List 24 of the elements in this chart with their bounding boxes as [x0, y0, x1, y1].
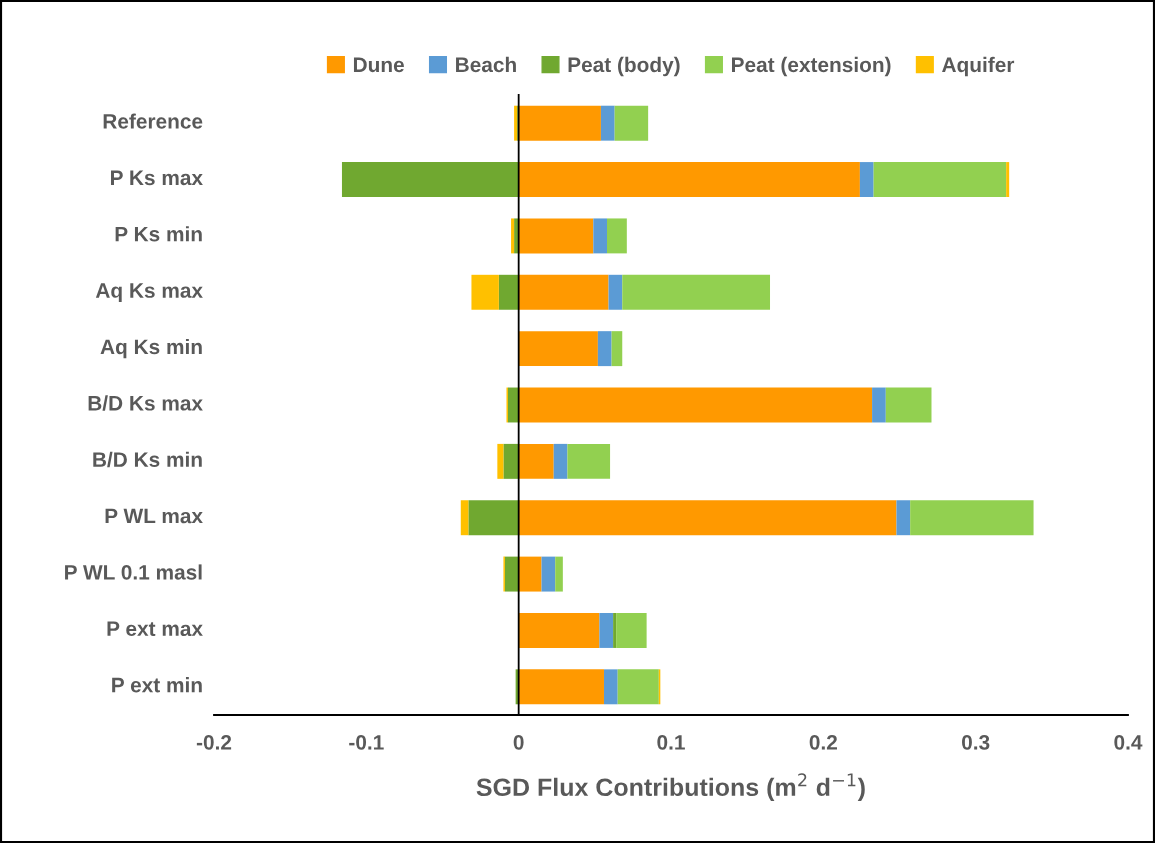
x-tick-label: 0.2 [809, 734, 837, 750]
x-tick-label: 0.1 [657, 734, 685, 750]
y-tick-label: B/D Ks max [88, 395, 203, 411]
y-tick-label: P ext max [107, 621, 203, 637]
x-tick-label: 0.3 [962, 734, 990, 750]
y-tick-label: Aq Ks max [95, 283, 203, 302]
y-tick-label: P ext min [112, 677, 202, 693]
x-tick-label: -0.1 [349, 734, 384, 750]
y-tick-label: B/D Ks min [93, 451, 202, 468]
legend-label: Beach [456, 56, 516, 73]
y-tick-label: Aq Ks min [100, 338, 202, 359]
y-tick-label: P Ks min [115, 226, 202, 242]
legend-label: Aquifer [942, 56, 1015, 77]
y-tick-label: Reference [103, 113, 203, 129]
legend-label: Peat (extension) [732, 56, 891, 77]
legend-label: Peat (body) [568, 56, 680, 77]
x-tick-label: -0.2 [196, 734, 232, 750]
x-tick-label: 0 [513, 734, 524, 750]
y-tick-label: P Ks max [110, 170, 203, 186]
x-tick-label: 0.4 [1114, 734, 1143, 750]
legend-label: Dune [353, 57, 404, 73]
y-tick-label: P WL 0.1 masl [65, 564, 202, 580]
x-axis-title: SGD Flux Contributions (m$^{2}$ d$^{−1}$) [476, 773, 865, 802]
y-tick-label: P WL max [105, 508, 203, 524]
